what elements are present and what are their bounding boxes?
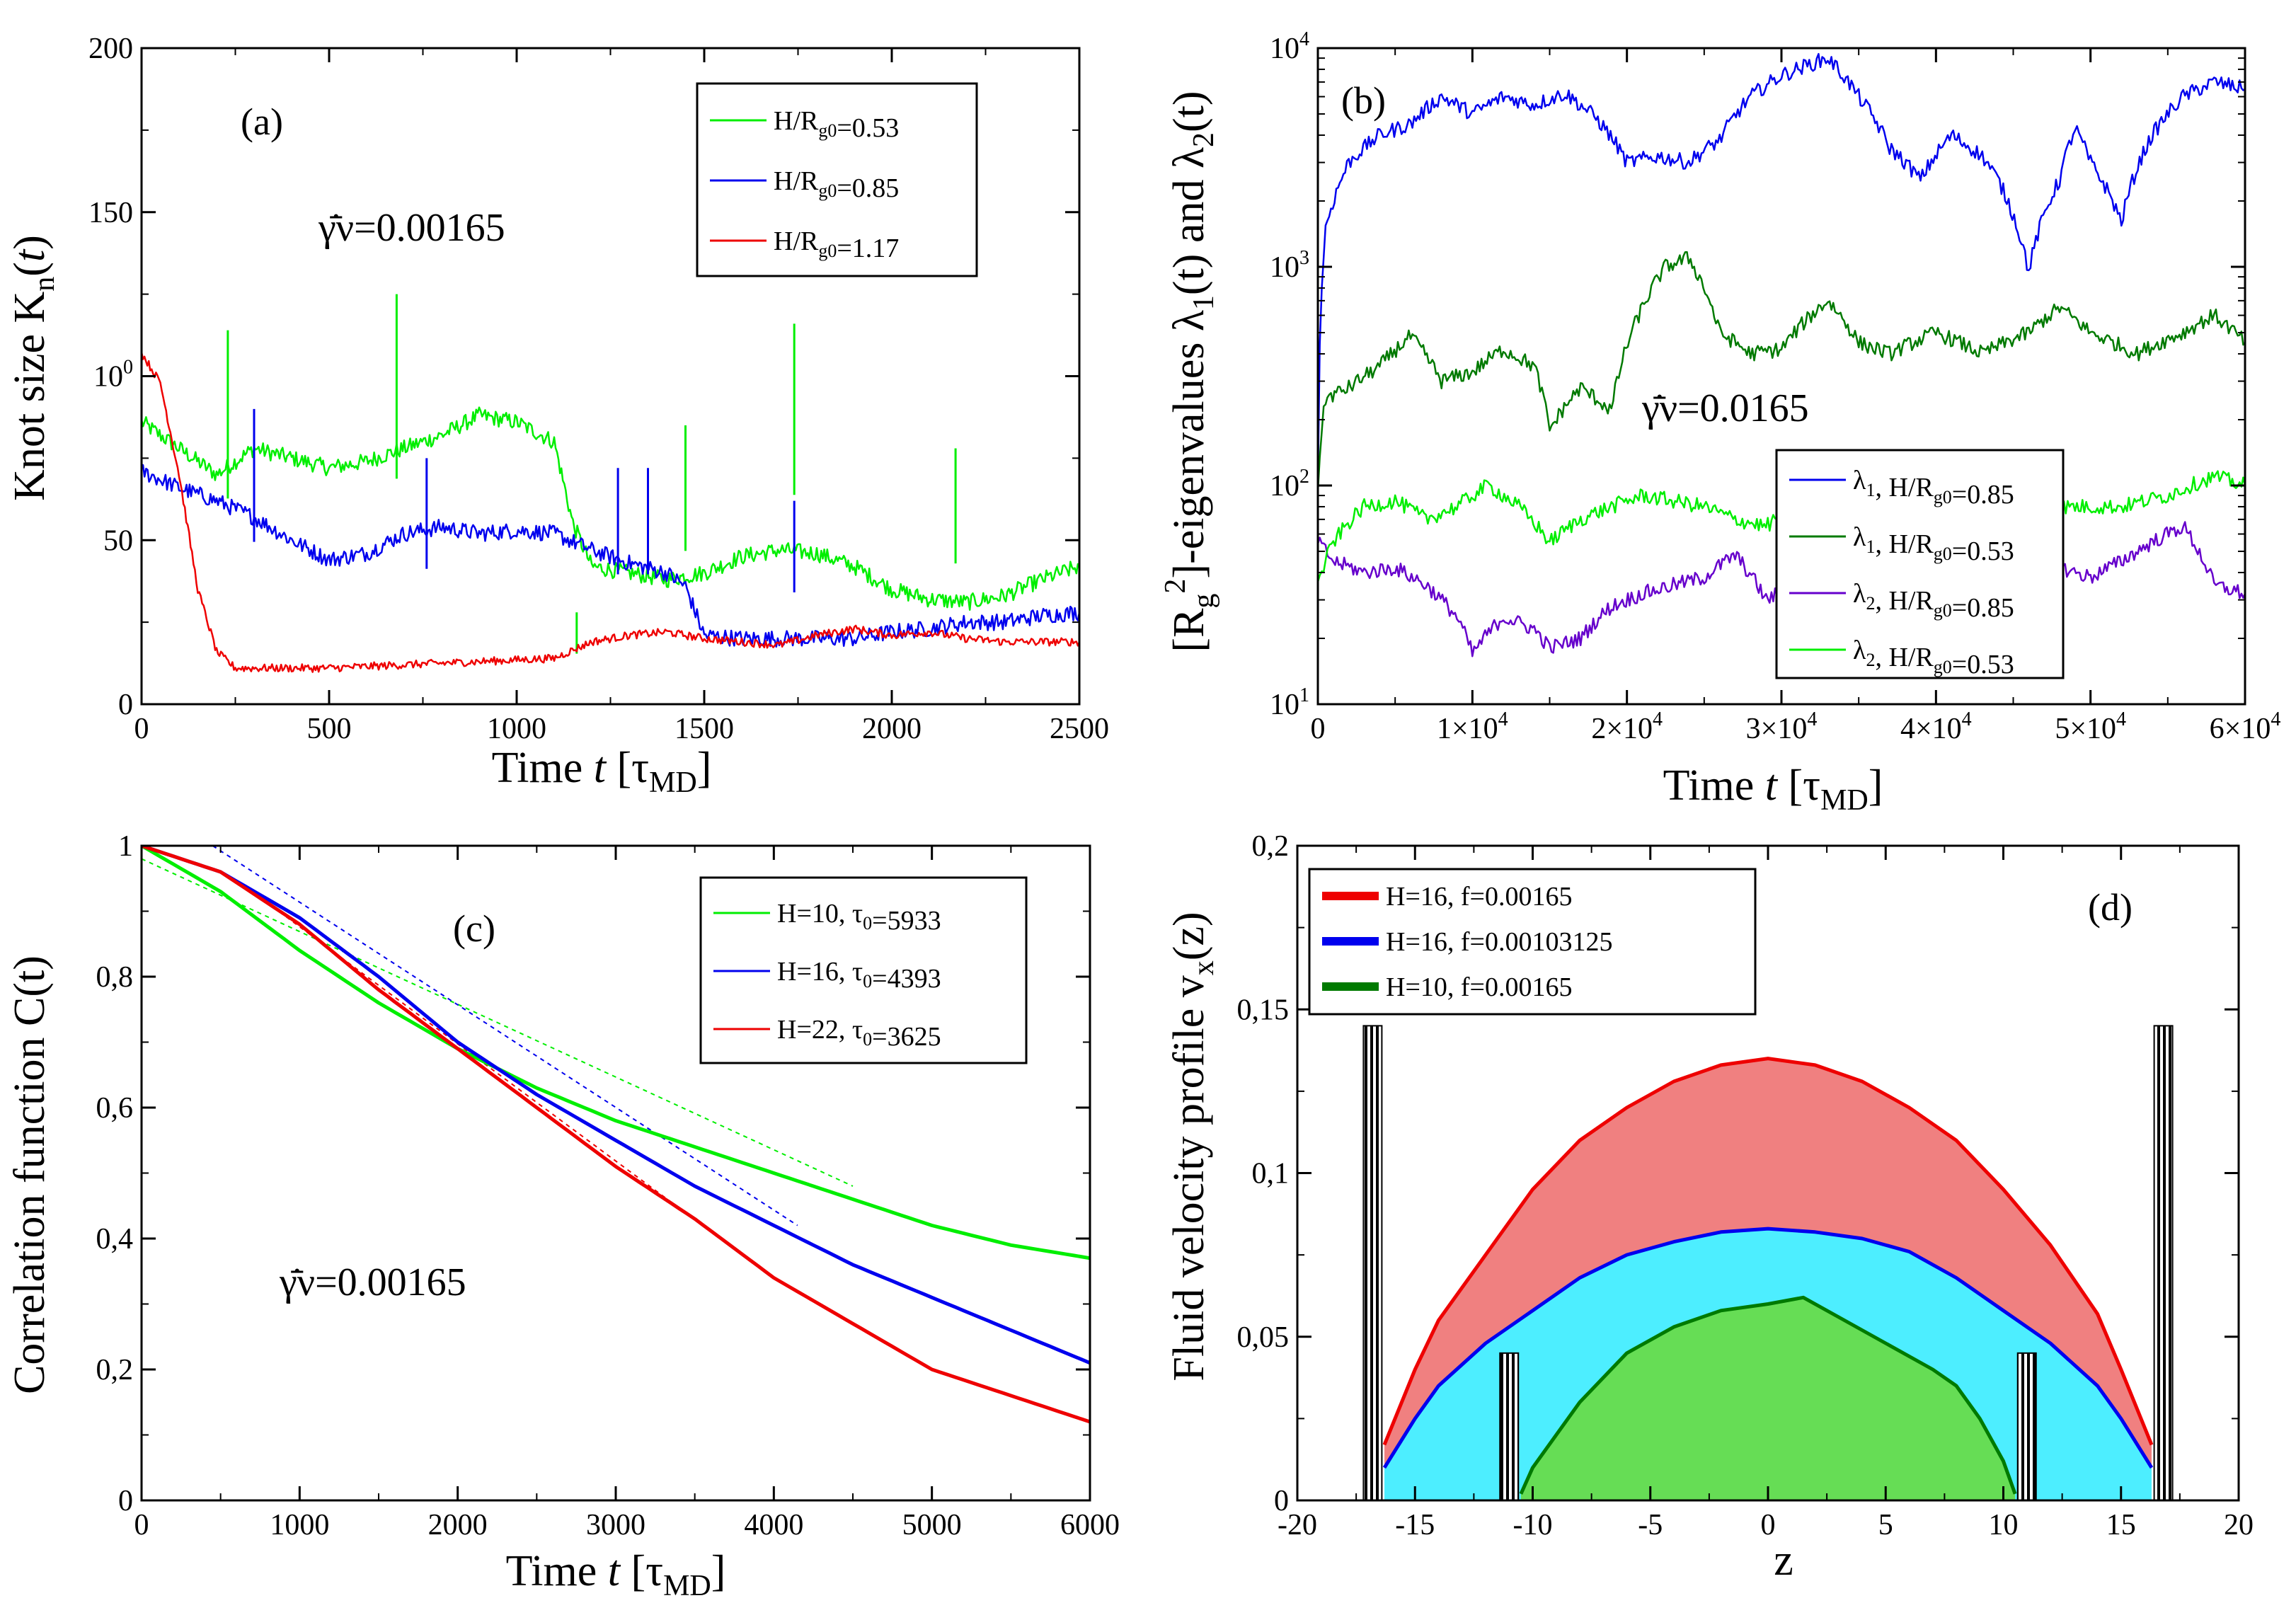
series-line-green — [142, 846, 1090, 1260]
x-tick-label: -15 — [1395, 1509, 1435, 1541]
y-tick-label: 101 — [1270, 684, 1309, 721]
y-tick-label: 1 — [118, 830, 133, 863]
panel-d: -20 -15 -10 -5 0 5 10 15 20 0 0,05 0,1 0,15 0,2 (d) z… — [1165, 830, 2254, 1585]
x-tick-label: 500 — [307, 713, 352, 745]
series-line-red — [1382, 1057, 2154, 1446]
legend-box — [1775, 449, 2065, 679]
x-tick-label: 0 — [134, 713, 149, 745]
panel-c: 0 1000 2000 3000 4000 5000 600000,20,40,60,81 … — [6, 830, 1120, 1602]
panel-b-label: (b) — [1341, 79, 1386, 122]
x-tick-label: -20 — [1278, 1509, 1317, 1541]
x-tick-label: 5000 — [902, 1509, 962, 1541]
legend-entry: λ2, H/Rg0=0.85 — [1853, 579, 2014, 623]
wall-bar — [1362, 1025, 1383, 1501]
x-tick-label: 10 — [1989, 1509, 2019, 1541]
y-tick-label: 0,6 — [96, 1092, 134, 1125]
y-tick-label: 0,8 — [96, 961, 134, 994]
panel-c-ticks: 0 1000 2000 3000 4000 5000 6000 0 0,2 0,4 0,6 0,8 1 — [96, 830, 1120, 1541]
x-tick-label: 5×104 — [2055, 708, 2126, 745]
series-line-green — [142, 406, 1079, 611]
x-tick-label: 5 — [1878, 1509, 1893, 1541]
x-tick-label: 1×104 — [1437, 708, 1508, 745]
legend-box — [1308, 868, 1757, 1016]
x-tick-label: 2000 — [862, 713, 922, 745]
wall-bar — [1499, 1352, 1520, 1501]
x-tick-label: 0 — [1761, 1509, 1776, 1541]
x-tick-label: 20 — [2224, 1509, 2254, 1541]
panel-b: 0 1×104 2×104 3×104 4×104 5×104 6×104101102103… — [1159, 28, 2280, 817]
panel-b-annotation: γ̄̇ν=0.0165 — [1641, 386, 1809, 430]
legend-entry: H=10, f=0.00165 — [1386, 972, 1572, 1002]
series-line-darkgreen — [1519, 1295, 2017, 1495]
x-tick-label: 0 — [1311, 713, 1326, 745]
y-tick-label: 200 — [88, 33, 133, 65]
panel-d-ticks: -20 -15 -10 -5 0 5 10 15 20 0 0,05 0,1 0,15 0,2 — [1237, 830, 2254, 1541]
panel-a-ylabel: Knot size Kn(t) — [6, 235, 61, 501]
x-tick-label: 3000 — [586, 1509, 645, 1541]
x-tick-label: 6000 — [1060, 1509, 1120, 1541]
wall-bar — [2016, 1352, 2037, 1501]
panel-d-ylabel: Fluid velocity profile vx(z) — [1165, 912, 1220, 1381]
y-tick-label: 0 — [118, 689, 133, 721]
panel-b-ticks: 0 1×104 2×104 3×104 4×104 5×104 6×104101102103… — [1270, 28, 2280, 745]
x-tick-label: 15 — [2106, 1509, 2136, 1541]
legend-entry: H=16, f=0.00103125 — [1386, 927, 1612, 957]
x-tick-label: -5 — [1638, 1509, 1663, 1541]
series-line-blue — [142, 846, 1090, 1365]
x-tick-label: 4×104 — [1900, 708, 1972, 745]
x-tick-label: 2500 — [1050, 713, 1109, 745]
x-tick-label: 1500 — [675, 713, 734, 745]
panel-a-legend: H/Rg0=0.53H/Rg0=0.85H/Rg0=1.17 — [696, 82, 978, 277]
panel-d-legend: H=16, f=0.00165 H=16, f=0.00103125 H=10, f… — [1308, 868, 1757, 1016]
panel-a-series-group — [142, 294, 1079, 673]
x-tick-label: 6×104 — [2210, 708, 2281, 745]
panel-a-label: (a) — [241, 100, 283, 143]
y-tick-label: 0,2 — [96, 1354, 134, 1386]
panel-a-annotation: γ̄̇ν=0.00165 — [318, 206, 505, 250]
x-tick-label: 2×104 — [1591, 708, 1663, 745]
y-tick-label: 0 — [1274, 1485, 1289, 1517]
panel-d-plot — [1362, 1025, 2174, 1501]
x-tick-label: -10 — [1513, 1509, 1553, 1541]
x-tick-label: 4000 — [744, 1509, 803, 1541]
series-line-blue — [1318, 52, 2245, 483]
panel-c-plot — [142, 846, 1090, 1424]
panel-c-series-group — [142, 846, 1090, 1424]
y-tick-label: 0,2 — [1252, 830, 1290, 863]
y-tick-label: 0,4 — [96, 1223, 134, 1256]
fit-line-blue — [212, 846, 798, 1227]
series-line-red — [142, 352, 1079, 673]
y-tick-label: 0,15 — [1237, 994, 1290, 1026]
x-tick-label: 3×104 — [1746, 708, 1818, 745]
panel-c-label: (c) — [453, 907, 495, 950]
panel-b-ylabel: [Rg2]-eigenvalues λ1(t) and λ2(t) — [1159, 91, 1220, 652]
panel-c-xlabel: Time t [τMD] — [506, 1547, 726, 1602]
y-tick-label: 0,1 — [1252, 1158, 1290, 1190]
panel-b-xlabel: Time t [τMD] — [1663, 762, 1883, 817]
panel-c-annotation: γ̄̇ν=0.00165 — [279, 1260, 466, 1304]
x-tick-label: 2000 — [428, 1509, 488, 1541]
legend-entry: H=16, f=0.00165 — [1386, 882, 1572, 912]
x-tick-label: 1000 — [487, 713, 546, 745]
panel-d-label: (d) — [2088, 886, 2133, 929]
series-line-blue — [1382, 1227, 2154, 1469]
series-line-red — [142, 846, 1090, 1424]
y-tick-label: 0,05 — [1237, 1321, 1290, 1354]
series-line-darkgreen — [1318, 251, 2245, 492]
y-tick-label: 150 — [88, 197, 133, 229]
panel-d-xlabel: z — [1774, 1536, 1793, 1585]
x-tick-label: 1000 — [270, 1509, 329, 1541]
wall-bar — [2153, 1025, 2174, 1501]
y-tick-label: 0 — [118, 1485, 133, 1517]
x-tick-label: 0 — [134, 1509, 149, 1541]
fit-line-green — [142, 858, 854, 1187]
series-line-blue — [142, 464, 1079, 648]
panel-c-ylabel: Correlation function C(t) — [6, 955, 54, 1394]
panel-a-plot — [142, 294, 1079, 673]
y-tick-label: 50 — [103, 524, 133, 557]
